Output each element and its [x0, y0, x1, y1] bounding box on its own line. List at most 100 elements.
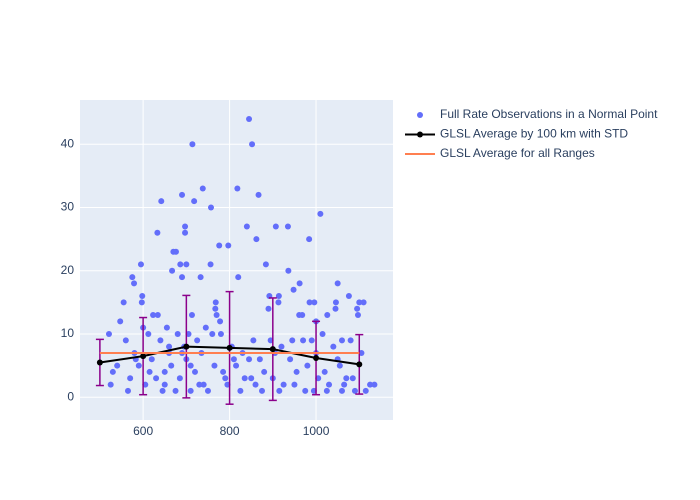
point: [183, 343, 190, 350]
legend-label: GLSL Average for all Ranges: [440, 146, 595, 160]
point: [241, 375, 248, 382]
point: [172, 387, 179, 394]
point: [191, 198, 198, 205]
point: [211, 362, 218, 369]
point: [153, 375, 160, 382]
point: [248, 375, 255, 382]
point: [196, 381, 203, 388]
point: [179, 274, 186, 281]
point: [321, 368, 328, 375]
point: [222, 375, 229, 382]
point: [225, 242, 232, 249]
point: [235, 274, 242, 281]
point: [345, 293, 352, 300]
point: [332, 299, 339, 306]
point: [324, 312, 331, 319]
point: [278, 343, 285, 350]
point: [154, 229, 161, 236]
point: [220, 368, 227, 375]
point: [200, 381, 207, 388]
point: [336, 362, 343, 369]
point: [367, 381, 374, 388]
point: [212, 299, 219, 306]
point: [253, 236, 260, 243]
point: [262, 261, 269, 268]
point: [326, 381, 333, 388]
x-tick-label: 600: [133, 424, 153, 438]
point: [356, 361, 363, 368]
point: [313, 355, 320, 362]
point: [189, 141, 196, 148]
point: [105, 330, 112, 337]
point: [250, 337, 257, 344]
point: [131, 280, 138, 287]
point: [306, 236, 313, 243]
point: [135, 362, 142, 369]
point: [179, 191, 186, 198]
point: [182, 229, 189, 236]
point: [137, 261, 144, 268]
point: [300, 337, 307, 344]
point: [199, 185, 206, 192]
point: [249, 141, 256, 148]
point: [296, 280, 303, 287]
point: [216, 242, 223, 249]
point: [140, 353, 147, 360]
point: [306, 299, 313, 306]
y-tick-label: 30: [61, 200, 75, 214]
point: [157, 337, 164, 344]
x-tick-label: 1000: [303, 424, 330, 438]
point: [285, 267, 292, 274]
point: [187, 387, 194, 394]
point: [284, 223, 291, 230]
point: [226, 344, 233, 351]
point: [139, 293, 146, 300]
point: [317, 210, 324, 217]
point: [304, 362, 311, 369]
point: [207, 204, 214, 211]
point: [287, 356, 294, 363]
point: [182, 223, 189, 230]
point: [207, 261, 214, 268]
point: [159, 387, 166, 394]
plot-area: [80, 100, 393, 420]
point: [176, 375, 183, 382]
point: [289, 337, 296, 344]
point: [191, 368, 198, 375]
legend-marker: [417, 112, 423, 118]
point: [212, 305, 219, 312]
point: [174, 330, 181, 337]
point: [349, 375, 356, 382]
point: [204, 387, 211, 394]
point: [122, 337, 129, 344]
point: [252, 381, 259, 388]
point: [276, 387, 283, 394]
point: [127, 375, 134, 382]
point: [360, 299, 367, 306]
point: [138, 299, 145, 306]
point: [334, 280, 341, 287]
point: [246, 115, 253, 122]
point: [145, 330, 152, 337]
y-tick-label: 20: [61, 263, 75, 277]
point: [129, 274, 136, 281]
point: [290, 286, 297, 293]
point: [230, 356, 237, 363]
point: [213, 312, 220, 319]
point: [351, 387, 358, 394]
point: [291, 381, 298, 388]
point: [209, 330, 216, 337]
point: [280, 381, 287, 388]
point: [343, 375, 350, 382]
point: [275, 299, 282, 306]
point: [166, 343, 173, 350]
point: [256, 356, 263, 363]
legend-marker: [417, 131, 423, 138]
point: [161, 381, 168, 388]
point: [177, 261, 184, 268]
y-tick-label: 40: [61, 136, 75, 150]
legend-label: Full Rate Observations in a Normal Point: [440, 107, 658, 121]
point: [354, 305, 361, 312]
point: [332, 305, 339, 312]
point: [302, 387, 309, 394]
